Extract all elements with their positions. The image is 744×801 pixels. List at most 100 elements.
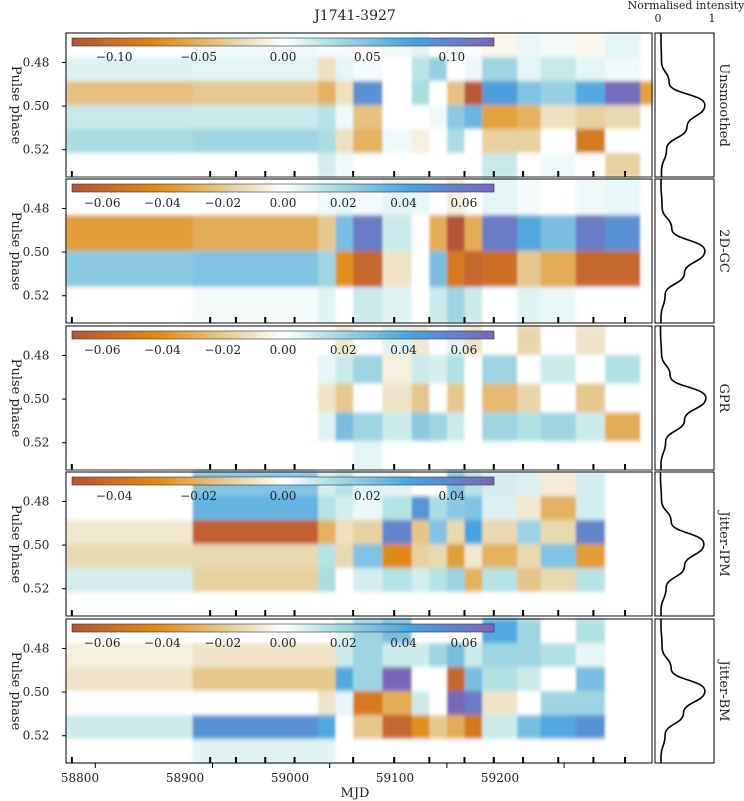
colorbar-tick-label: −0.05	[180, 50, 217, 64]
heatmap-cell	[482, 568, 518, 593]
heatmap-cell	[605, 105, 641, 130]
profile-curve	[659, 472, 705, 616]
heatmap-cell	[353, 251, 383, 288]
heatmap-cell	[335, 129, 354, 154]
heatmap-cell	[353, 412, 383, 442]
y-tick-label: 0.52	[23, 289, 50, 303]
heatmap-cell	[605, 441, 641, 471]
heatmap-cell	[605, 354, 641, 385]
heatmap-cell	[353, 667, 383, 692]
heatmap-cell	[482, 412, 518, 442]
heatmap-cell	[640, 520, 653, 545]
heatmap-cell	[318, 739, 337, 764]
heatmap-cell	[192, 520, 319, 545]
heatmap-cell	[66, 105, 194, 130]
x-tick-label-59200: 59200	[481, 771, 519, 785]
heatmap-cell	[482, 251, 518, 288]
heatmap-cell	[540, 496, 577, 521]
heatmap-cell	[192, 57, 319, 82]
heatmap-cell	[382, 496, 413, 521]
heatmap-cell	[482, 129, 518, 154]
heatmap-cell	[640, 129, 653, 154]
colorbar-tick-label: −0.06	[84, 343, 121, 357]
heatmap-cell	[353, 287, 383, 324]
heatmap-cell	[464, 105, 483, 130]
heatmap-cell	[429, 739, 448, 764]
heatmap-cell	[192, 592, 319, 617]
heatmap-cell	[517, 179, 542, 216]
heatmap-cell	[540, 412, 577, 442]
heatmap-cell	[353, 739, 383, 764]
heatmap-cell	[335, 287, 354, 324]
heatmap-cell	[605, 383, 641, 413]
heatmap-cell	[540, 544, 577, 569]
y-tick-label: 0.48	[23, 641, 50, 655]
heatmap-cell	[482, 383, 518, 413]
colorbar-tick-label: −0.04	[144, 636, 181, 650]
heatmap-cell	[640, 544, 653, 569]
heatmap-cell	[446, 81, 466, 106]
heatmap-cell	[482, 287, 518, 324]
heatmap-cell	[66, 287, 194, 324]
heatmap-cell	[446, 739, 466, 764]
heatmap-cell	[517, 287, 542, 324]
heatmap-cell	[540, 81, 577, 106]
heatmap-cell	[335, 215, 354, 252]
heatmap-cell	[464, 215, 483, 252]
heatmap-cell	[605, 153, 641, 178]
heatmap-cell	[353, 496, 383, 521]
colorbar-tick-label: 0.10	[438, 50, 465, 64]
heatmap-cell	[335, 691, 354, 716]
heatmap-cell	[192, 691, 319, 716]
colorbar-tick-label: 0.00	[270, 636, 297, 650]
heatmap-cell	[464, 287, 483, 324]
heatmap-frame	[65, 618, 653, 764]
heatmap-cell	[66, 129, 194, 154]
heatmap-cell	[482, 667, 518, 692]
heatmap-cell	[464, 383, 483, 413]
heatmap-cell	[517, 153, 542, 178]
heatmap-cell	[540, 326, 577, 356]
heatmap-cell	[335, 251, 354, 288]
x-tick-label-59100: 59100	[376, 771, 414, 785]
profile-header: Normalised intensity	[628, 0, 744, 12]
heatmap-cell	[429, 592, 448, 617]
heatmap-cell	[446, 520, 466, 545]
heatmap-cell	[411, 251, 430, 288]
heatmap-cell	[382, 568, 413, 593]
y-axis-label: Pulse phase	[8, 359, 23, 438]
heatmap-cell	[540, 715, 577, 740]
heatmap-cell	[605, 544, 641, 569]
heatmap-cell	[382, 739, 413, 764]
x-tick-label-58800: 58800	[61, 771, 99, 785]
heatmap-cell	[605, 592, 641, 617]
heatmap-cell	[464, 691, 483, 716]
x-tick-label-58900: 58900	[166, 771, 204, 785]
heatmap-cell	[605, 287, 641, 324]
heatmap-cell	[464, 81, 483, 106]
heatmap-cell	[429, 215, 448, 252]
heatmap-cell	[517, 667, 542, 692]
heatmap-cell	[540, 354, 577, 385]
heatmap-cell	[575, 81, 606, 106]
heatmap-frame	[65, 178, 653, 324]
y-tick-label: 0.52	[23, 582, 50, 596]
heatmap-cell	[382, 354, 413, 385]
heatmap-cell	[411, 105, 430, 130]
heatmap-cell	[464, 592, 483, 617]
heatmap-cell	[353, 568, 383, 593]
heatmap-cell	[464, 153, 483, 178]
heatmap-cell	[318, 383, 337, 413]
heatmap-cell	[640, 81, 653, 106]
heatmap-cell	[382, 691, 413, 716]
heatmap-cell	[411, 739, 430, 764]
heatmap-cell	[575, 544, 606, 569]
heatmap-cell	[517, 496, 542, 521]
heatmap-cell	[640, 568, 653, 593]
heatmap-cell	[575, 667, 606, 692]
heatmap-cell	[318, 592, 337, 617]
heatmap-cell	[575, 129, 606, 154]
heatmap-cell	[382, 592, 413, 617]
